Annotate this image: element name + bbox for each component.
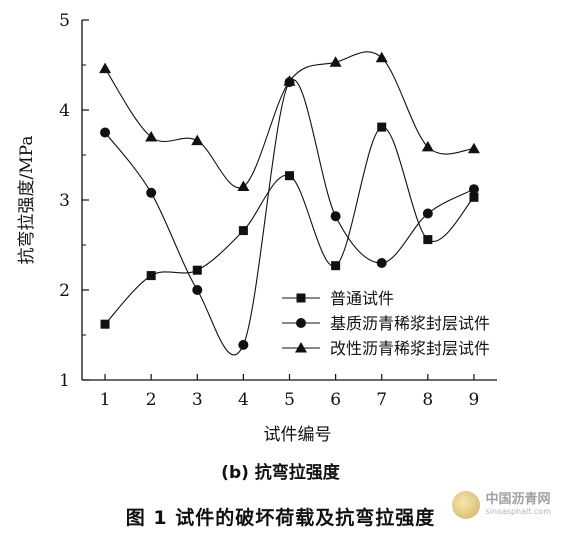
y-tick-label: 4 [59,101,70,121]
data-point-square [146,271,156,281]
series-square [100,122,479,329]
data-point-square [331,261,341,271]
x-tick-label: 3 [192,390,203,410]
data-point-triangle [99,62,112,74]
data-point-circle [422,208,433,219]
data-point-triangle [145,131,158,142]
y-tick-label: 1 [59,371,70,391]
x-tick-label: 5 [284,390,295,410]
watermark-url: sinoasphalt.com [485,506,551,516]
legend-label: 基质沥青稀浆封层试件 [330,314,490,333]
legend-marker-triangle [295,342,307,353]
data-point-square [192,265,202,275]
watermark-logo-icon [451,491,480,519]
data-point-square [377,122,387,132]
data-point-triangle [283,75,296,86]
data-point-square [423,235,433,245]
watermark: 中国沥青网 sinoasphalt.com [451,491,551,519]
y-axis-label: 抗弯拉强度/MPa [17,136,37,265]
data-point-triangle [375,51,388,63]
data-point-circle [238,339,249,350]
data-point-square [469,192,479,202]
y-tick-label: 5 [59,11,70,31]
watermark-name: 中国沥青网 [485,492,551,508]
data-point-triangle [329,56,342,67]
x-tick-label: 2 [146,390,157,410]
x-axis-label: 试件编号 [264,425,332,445]
legend-label: 改性沥青稀浆封层试件 [330,339,490,358]
series-line-triangle [104,51,474,189]
series-line-circle [104,79,475,356]
x-tick-label: 4 [238,390,249,410]
legend-label: 普通试件 [330,289,394,308]
x-tick-label: 7 [376,390,387,410]
data-point-circle [468,184,479,195]
data-point-circle [146,187,157,198]
x-tick-label: 8 [422,390,433,410]
watermark-text: 中国沥青网 sinoasphalt.com [486,493,551,516]
figure-caption: 图 1 试件的破坏荷载及抗弯拉强度 [125,507,436,529]
data-point-triangle [191,134,204,146]
series-triangle [99,51,480,191]
legend-marker-square [296,293,306,303]
subfigure-caption: (b) 抗弯拉强度 [221,463,340,483]
data-point-triangle [421,140,434,152]
axes: 1 2 3 4 5 1 2 3 4 5 6 7 8 9 [59,11,497,410]
data-point-square [100,319,110,329]
data-point-square [238,226,248,236]
data-point-triangle [467,142,480,154]
data-point-circle [376,258,387,268]
y-tick-label: 3 [59,191,70,211]
x-tick-label: 1 [100,390,111,410]
data-point-circle [330,211,341,222]
data-point-circle [100,127,111,138]
x-tick-label: 9 [469,390,480,410]
series-layer [99,51,480,356]
series-line-square [104,126,475,325]
x-tick-label: 6 [330,390,341,410]
data-point-triangle [237,180,250,191]
data-point-circle [192,285,203,295]
data-point-square [285,171,294,181]
y-tick-label: 2 [59,281,70,301]
legend-marker-circle [296,318,306,328]
